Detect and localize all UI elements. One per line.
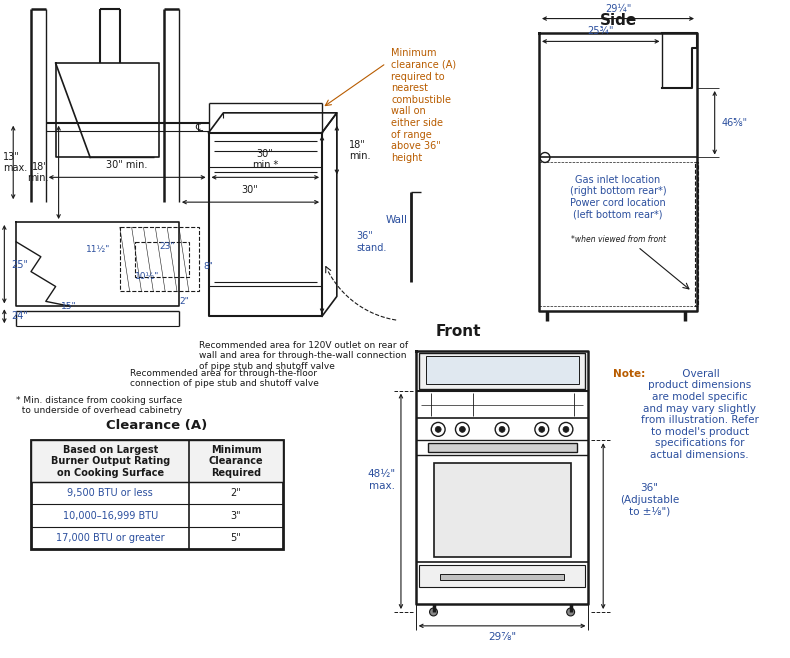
Circle shape [539, 426, 545, 432]
Text: Recommended area for 120V outlet on rear of
wall and area for through-the-wall c: Recommended area for 120V outlet on rear… [199, 341, 408, 371]
Text: 30" min.: 30" min. [106, 161, 148, 170]
Bar [120, 227, 199, 291]
Bar [419, 353, 585, 389]
Text: 2": 2" [231, 488, 242, 498]
Bar [427, 443, 577, 452]
Circle shape [566, 608, 574, 616]
Text: 13"
max.: 13" max. [3, 151, 28, 173]
Text: 48½"
max.: 48½" max. [368, 469, 396, 491]
Text: 25¾": 25¾" [588, 26, 614, 36]
Text: 46⅝": 46⅝" [721, 118, 747, 128]
Text: Wall: Wall [386, 215, 408, 225]
Text: 2": 2" [179, 297, 189, 306]
Text: Minimum
clearance (A)
required to
nearest
combustible
wall on
either side
of ran: Minimum clearance (A) required to neares… [391, 48, 456, 163]
Text: 29¼": 29¼" [605, 3, 631, 14]
Text: Gas inlet location
(right bottom rear*)
Power cord location
(left bottom rear*): Gas inlet location (right bottom rear*) … [570, 175, 666, 220]
Text: Overall
product dimensions
are model specific
and may vary slightly
from illustr: Overall product dimensions are model spe… [641, 369, 758, 460]
Circle shape [435, 426, 441, 432]
Text: 23": 23" [160, 242, 175, 251]
Text: 18"
min.: 18" min. [348, 139, 371, 161]
Text: Minimum
Clearance
Required: Minimum Clearance Required [209, 445, 263, 478]
Text: 9,500 BTU or less: 9,500 BTU or less [67, 488, 153, 498]
Text: 30"
min.*: 30" min.* [252, 149, 278, 170]
Text: 36"
(Adjustable
to ±⅛"): 36" (Adjustable to ±⅛") [620, 483, 679, 517]
Text: 10½": 10½" [135, 272, 160, 281]
Text: 5": 5" [231, 533, 242, 544]
Bar [31, 440, 283, 549]
Text: Based on Largest
Burner Output Rating
on Cooking Surface: Based on Largest Burner Output Rating on… [51, 445, 170, 478]
Text: 3": 3" [231, 511, 241, 520]
Text: 36"
stand.: 36" stand. [356, 231, 387, 253]
Text: *when viewed from front: *when viewed from front [570, 235, 665, 244]
Text: ℄: ℄ [195, 123, 202, 133]
Text: 15": 15" [61, 302, 77, 311]
Circle shape [563, 426, 569, 432]
Text: 8": 8" [204, 262, 213, 271]
Text: 18"
min.: 18" min. [27, 162, 49, 183]
Bar [419, 565, 585, 587]
Text: Clearance (A): Clearance (A) [106, 419, 208, 432]
Text: 11½": 11½" [86, 245, 111, 254]
Bar [31, 440, 283, 482]
Circle shape [430, 608, 438, 616]
Bar [695, 163, 698, 307]
Text: Side: Side [600, 14, 637, 28]
Text: 17,000 BTU or greater: 17,000 BTU or greater [56, 533, 164, 544]
Text: 29⅞": 29⅞" [488, 632, 516, 642]
Text: Recommended area for through-the-floor
connection of pipe stub and shutoff valve: Recommended area for through-the-floor c… [130, 369, 318, 388]
Bar [426, 356, 578, 384]
Text: 30": 30" [242, 185, 258, 195]
Text: 10,000–16,999 BTU: 10,000–16,999 BTU [62, 511, 158, 520]
Text: Front: Front [435, 324, 481, 339]
Circle shape [499, 426, 505, 432]
Bar [434, 463, 570, 557]
Text: Note:: Note: [613, 369, 645, 379]
Circle shape [460, 426, 465, 432]
Text: 24": 24" [11, 311, 28, 321]
Text: * Min. distance from cooking surface
  to underside of overhead cabinetry: * Min. distance from cooking surface to … [16, 395, 182, 415]
Text: 25": 25" [11, 260, 28, 270]
Bar [440, 574, 564, 580]
Bar [134, 242, 189, 276]
